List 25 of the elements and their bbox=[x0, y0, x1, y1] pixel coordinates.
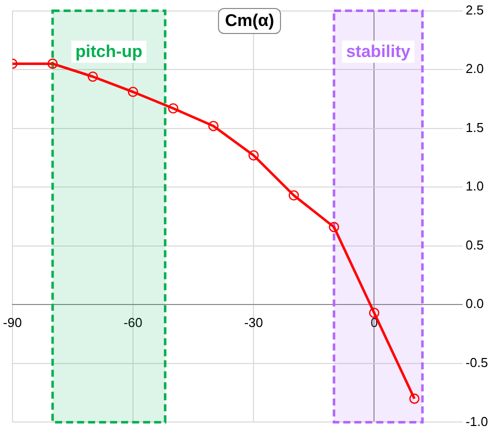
y-tick-label: 1.5 bbox=[466, 120, 484, 135]
point bbox=[328, 222, 340, 232]
y-tick-label: 0.5 bbox=[466, 237, 484, 252]
band-label: pitch-up bbox=[75, 42, 142, 61]
y-tick-label: 2.0 bbox=[466, 61, 484, 76]
x-tick-label: -90 bbox=[2, 315, 22, 330]
y-tick-label: 1.0 bbox=[466, 178, 484, 194]
y-tick-label: 2.5 bbox=[466, 2, 484, 18]
point bbox=[168, 103, 178, 114]
point bbox=[409, 394, 420, 404]
point bbox=[88, 71, 98, 82]
x-tick-label: 0 bbox=[370, 315, 378, 330]
point bbox=[208, 120, 219, 132]
band-label: stability bbox=[346, 42, 411, 61]
y-tick-label: 0.0 bbox=[466, 296, 484, 312]
point bbox=[369, 308, 380, 318]
x-tick-label: -30 bbox=[244, 315, 263, 330]
point bbox=[128, 86, 138, 98]
x-tick-label: -60 bbox=[124, 315, 142, 330]
point bbox=[288, 190, 299, 200]
y-tick-label: -1.0 bbox=[466, 414, 488, 429]
point bbox=[248, 150, 259, 161]
chart-title: Cm(α) bbox=[218, 8, 282, 34]
y-tick-label: -0.5 bbox=[466, 355, 488, 370]
point bbox=[47, 58, 58, 69]
